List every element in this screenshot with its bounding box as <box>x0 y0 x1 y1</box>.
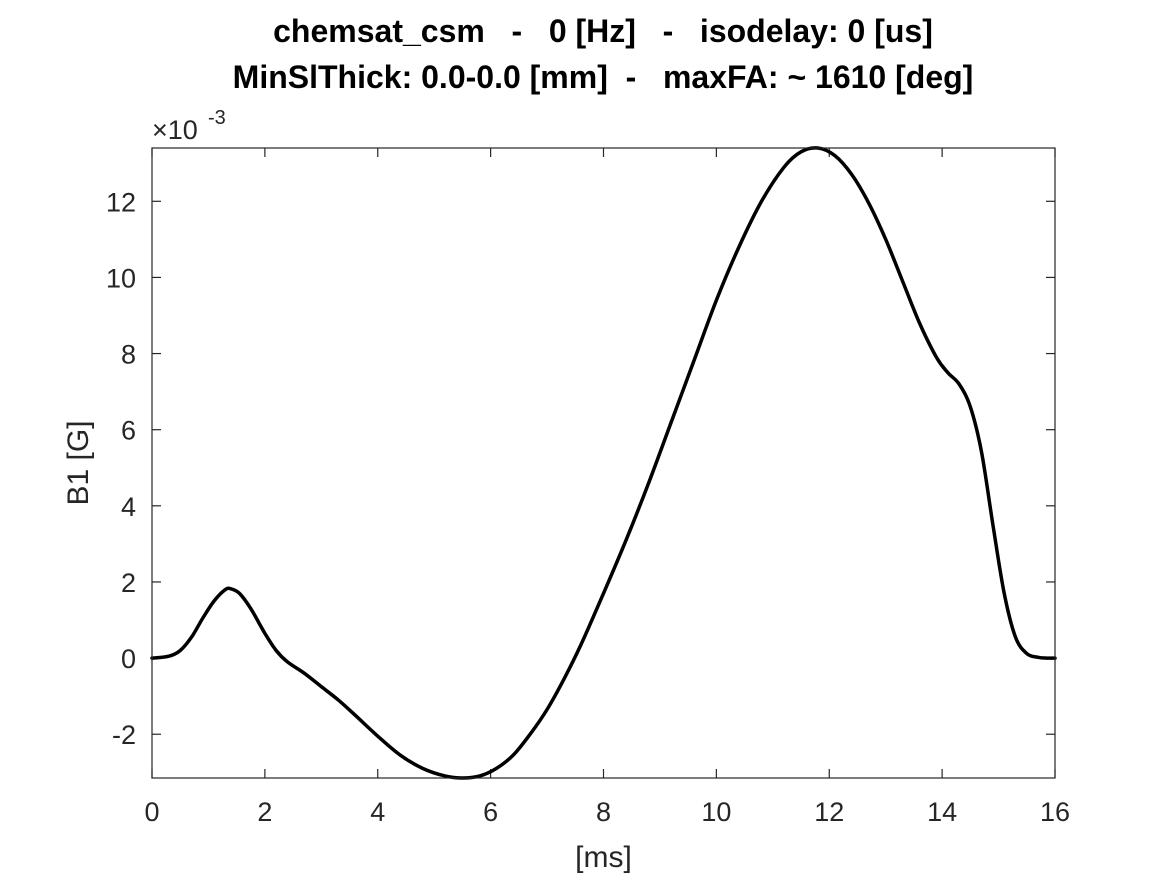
x-tick-label: 10 <box>701 797 731 827</box>
plot-area <box>152 148 1055 778</box>
y-multiplier-exponent: -3 <box>208 107 226 129</box>
y-tick-label: 12 <box>106 187 136 217</box>
y-tick-label: 0 <box>121 644 136 674</box>
x-tick-label: 16 <box>1040 797 1070 827</box>
x-axis-label: [ms] <box>575 841 632 874</box>
x-axis-ticks: 0 2 4 6 8 10 12 14 16 <box>144 148 1070 827</box>
x-tick-label: 0 <box>144 797 159 827</box>
y-multiplier-mantissa: ×10 <box>152 115 198 145</box>
x-tick-label: 2 <box>257 797 272 827</box>
x-tick-label: 12 <box>814 797 844 827</box>
b1-series-line <box>150 146 1057 780</box>
x-tick-label: 6 <box>483 797 498 827</box>
y-tick-label: 8 <box>121 340 136 370</box>
plot-frame <box>151 147 1056 779</box>
x-tick-label: 14 <box>927 797 957 827</box>
y-axis-multiplier: ×10 -3 <box>152 107 226 145</box>
y-axis-label: B1 [G] <box>62 420 95 505</box>
chart-title: chemsat_csm - 0 [Hz] - isodelay: 0 [us] <box>273 13 933 49</box>
y-tick-label: -2 <box>112 720 136 750</box>
x-tick-label: 8 <box>596 797 611 827</box>
x-tick-label: 4 <box>370 797 385 827</box>
chart-subtitle: MinSlThick: 0.0-0.0 [mm] - maxFA: ~ 1610… <box>233 59 974 95</box>
y-tick-label: 10 <box>106 263 136 293</box>
y-axis-ticks: -2 0 2 4 6 8 10 12 <box>106 187 1055 750</box>
y-tick-label: 2 <box>121 568 136 598</box>
y-tick-label: 6 <box>121 416 136 446</box>
y-tick-label: 4 <box>121 492 136 522</box>
